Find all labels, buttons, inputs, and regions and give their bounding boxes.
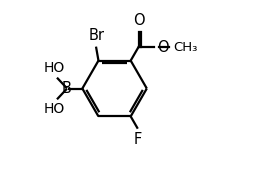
Text: O: O xyxy=(157,39,169,55)
Text: B: B xyxy=(61,81,71,96)
Text: HO: HO xyxy=(44,61,65,75)
Text: F: F xyxy=(133,132,142,147)
Text: HO: HO xyxy=(44,102,65,116)
Text: Br: Br xyxy=(88,28,105,43)
Text: CH₃: CH₃ xyxy=(173,41,197,53)
Text: O: O xyxy=(133,13,144,28)
